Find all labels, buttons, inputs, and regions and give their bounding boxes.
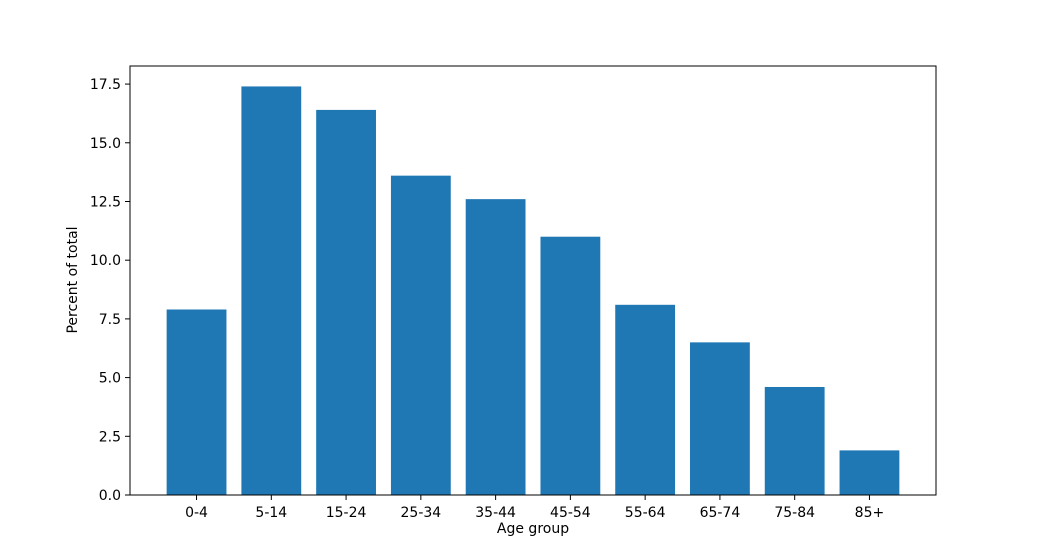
- bar-85+: [839, 450, 900, 495]
- y-tick-label: 17.5: [90, 77, 121, 93]
- y-axis-label: Percent of total: [65, 226, 81, 334]
- bar-55-64: [615, 304, 676, 495]
- y-tick-label: 15.0: [90, 136, 121, 152]
- bar-65-74: [690, 342, 750, 495]
- bar-35-44: [465, 199, 526, 495]
- bar-15-24: [316, 109, 376, 495]
- bar-25-34: [390, 175, 451, 495]
- x-tick-label: 25-34: [401, 505, 442, 521]
- bar-5-14: [241, 86, 302, 496]
- x-tick-label: 45-54: [550, 505, 591, 521]
- bar-75-84: [764, 386, 825, 495]
- y-tick-label: 10.0: [90, 253, 121, 269]
- y-tick-label: 5.0: [99, 371, 121, 387]
- x-axis-label: Age group: [496, 521, 570, 537]
- y-tick-label: 7.5: [99, 312, 121, 328]
- x-tick-label: 35-44: [475, 505, 516, 521]
- axes-frame: [129, 65, 937, 496]
- y-tick-label: 0.0: [99, 488, 121, 504]
- bar-0-4: [166, 309, 227, 495]
- x-tick-label: 75-84: [774, 505, 815, 521]
- y-tick-label: 12.5: [90, 194, 121, 210]
- x-tick-label: 0-4: [185, 505, 208, 521]
- x-tick-label: 15-24: [326, 505, 367, 521]
- x-tick-label: 85+: [855, 505, 885, 521]
- y-tick-label: 2.5: [99, 429, 121, 445]
- x-tick-label: 55-64: [625, 505, 666, 521]
- x-tick-label: 65-74: [700, 505, 741, 521]
- x-tick-label: 5-14: [255, 505, 287, 521]
- bar-45-54: [540, 236, 601, 495]
